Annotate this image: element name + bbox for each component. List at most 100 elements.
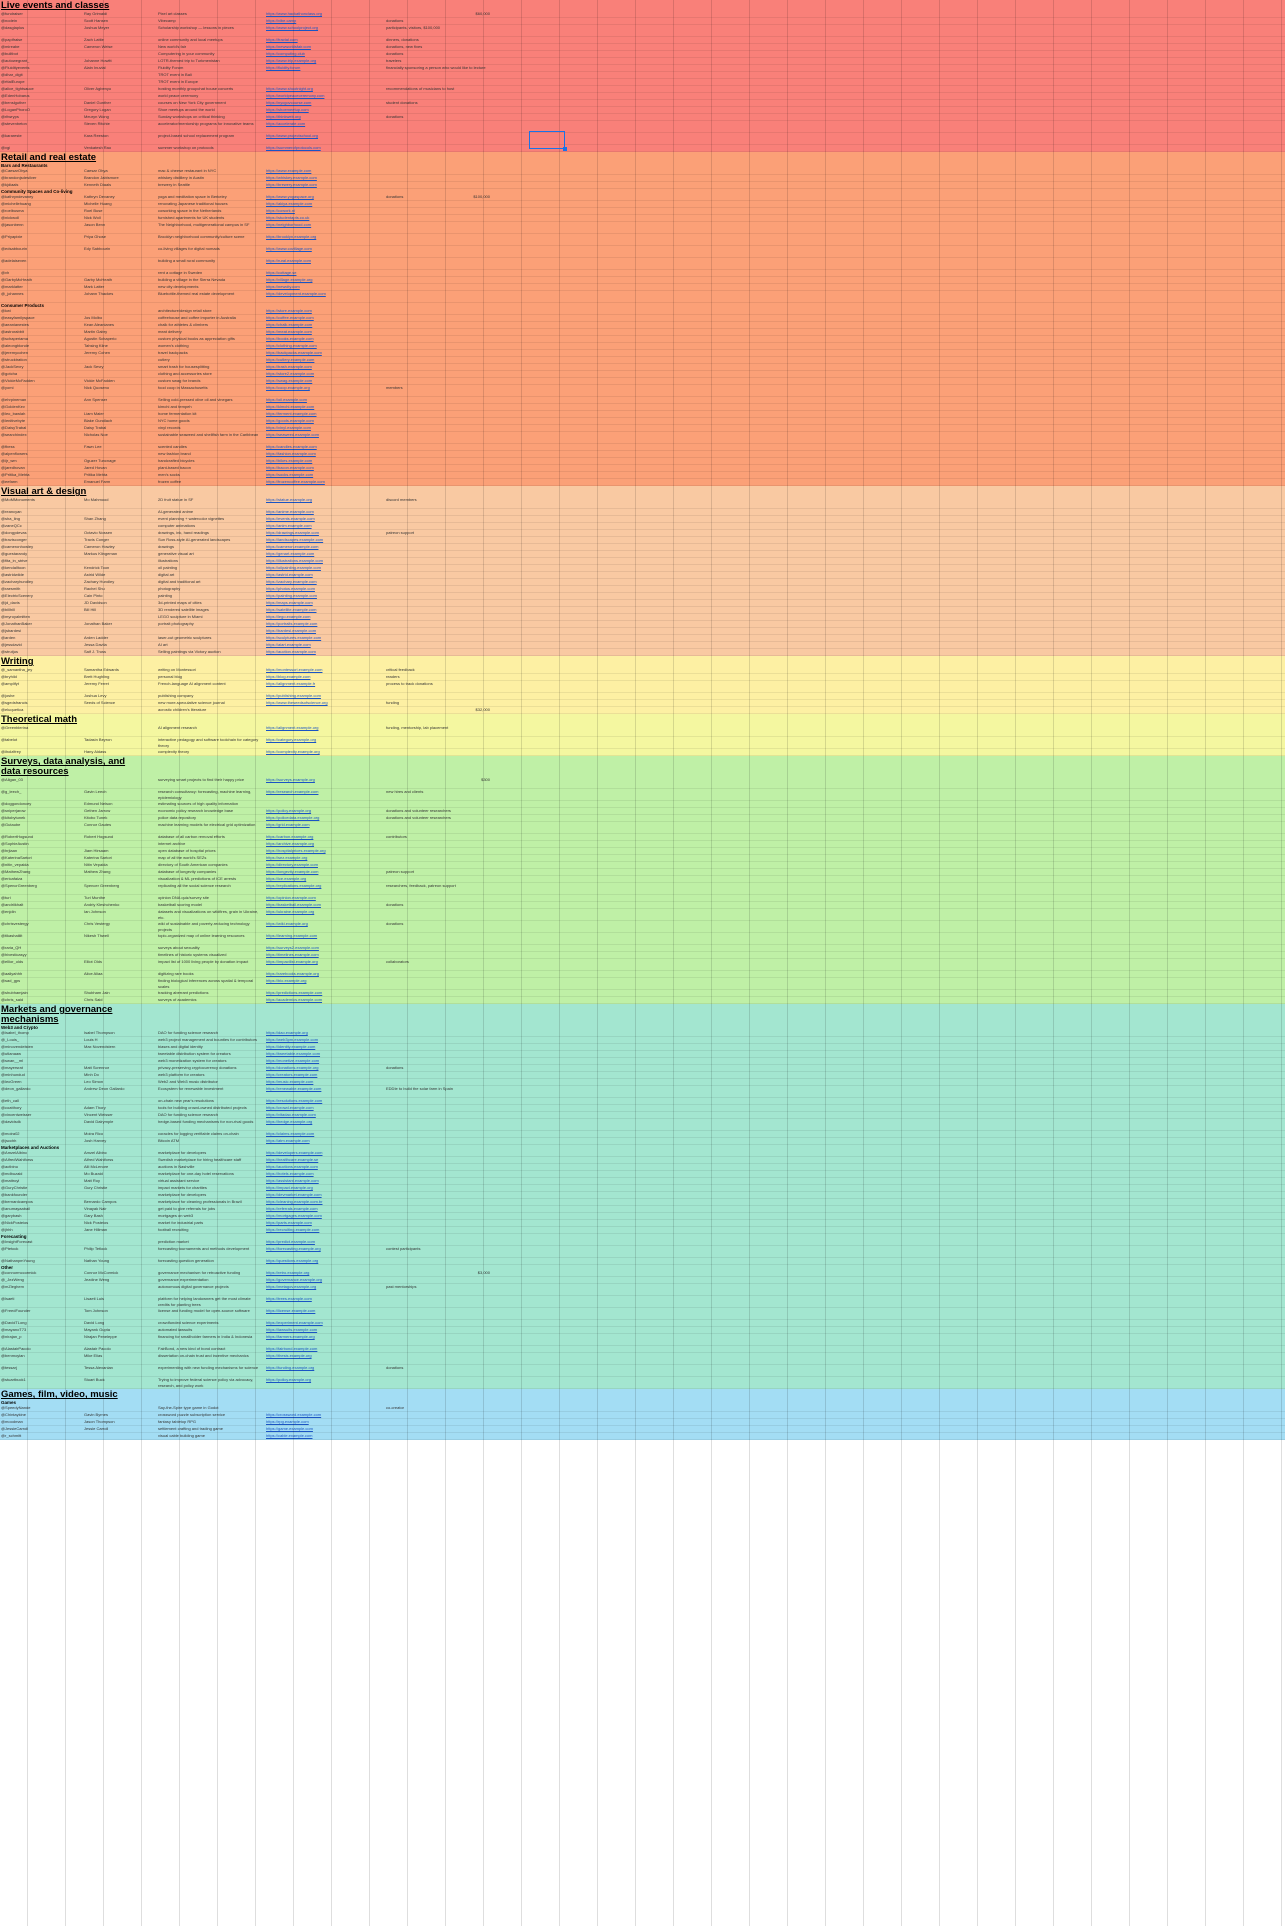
link-cell[interactable]: https://longevity.example.com — [266, 869, 319, 874]
link-cell[interactable]: https://bardesi.example.com — [266, 628, 317, 633]
link-cell[interactable]: https://oilpainting.example.com — [266, 565, 321, 570]
link-cell[interactable]: https://auction.example.com — [266, 649, 316, 654]
link-cell[interactable]: https://atm.example.com — [266, 1138, 310, 1143]
link-cell[interactable]: https://events.example.com — [266, 516, 315, 521]
link-cell[interactable]: https://trees.example.com — [266, 1296, 312, 1301]
link-cell[interactable]: https://cleaning.example.com.br — [266, 1199, 323, 1204]
link-cell[interactable]: https://grid.example.com — [266, 822, 310, 827]
link-cell[interactable]: https://donations.example.org — [266, 1065, 319, 1070]
link-cell[interactable]: https://books.example.com — [266, 336, 314, 341]
link-cell[interactable]: https://healthcare.example.se — [266, 1157, 319, 1162]
link-cell[interactable]: https://experiment.example.com — [266, 1320, 323, 1325]
link-cell[interactable]: https://complexity.example.org — [266, 749, 320, 754]
link-cell[interactable]: https://category.example.org — [266, 737, 317, 742]
link-cell[interactable]: https://newcity.com — [266, 284, 300, 289]
link-cell[interactable]: https://creators.example.com — [266, 1072, 318, 1077]
link-cell[interactable]: https://bikes.example.com — [266, 458, 313, 463]
link-cell[interactable]: https://archive.example.org — [266, 841, 315, 846]
link-cell[interactable]: https://renewable.example.com — [266, 1086, 322, 1091]
link-cell[interactable]: https://genart.example.com — [266, 551, 315, 556]
link-cell[interactable]: https://goods.example.com — [266, 418, 314, 423]
link-cell[interactable]: https://timelines.example.com — [266, 952, 319, 957]
link-cell[interactable]: https://chalk.example.com — [266, 322, 313, 327]
link-cell[interactable]: https://cowork.nl — [266, 208, 295, 213]
link-cell[interactable]: https://hotels.example.com — [266, 1171, 314, 1176]
link-cell[interactable]: https://anime.example.com — [266, 509, 314, 514]
link-cell[interactable]: https://dao.example.org — [266, 1030, 308, 1035]
link-cell[interactable]: https://statue.example.org — [266, 497, 313, 502]
link-cell[interactable]: https://anim.example.com — [266, 523, 312, 528]
link-cell[interactable]: https://drawings.example.com — [266, 530, 319, 535]
link-cell[interactable]: https://www.trip.example.org — [266, 58, 317, 63]
link-cell[interactable]: https://www.yogaspace.org — [266, 194, 314, 199]
link-cell[interactable]: https://ferment.example.com — [266, 411, 317, 416]
link-cell[interactable]: https://devmarket.example.com — [266, 1192, 322, 1197]
link-cell[interactable]: https://bio.example.org — [266, 978, 307, 983]
link-cell[interactable]: https://nycgovcourse.com — [266, 100, 312, 105]
link-cell[interactable]: https://store.example.com — [266, 308, 312, 313]
link-cell[interactable]: https://fractal.com — [266, 37, 298, 42]
link-cell[interactable]: https://akiya.example.com — [266, 201, 313, 206]
link-cell[interactable]: https://accelerate.com — [266, 121, 306, 126]
link-cell[interactable]: https://www.theseedsofscience.org — [266, 700, 328, 705]
link-cell[interactable]: https://research.example.com — [266, 789, 319, 794]
link-cell[interactable]: https://kimchi.example.com — [266, 404, 315, 409]
link-cell[interactable]: https://ice.example.org — [266, 876, 307, 881]
link-cell[interactable]: https://store2.example.com — [266, 371, 315, 376]
link-cell[interactable]: https://www.example.com — [266, 168, 312, 173]
link-cell[interactable]: https://developers.example.com — [266, 1150, 323, 1155]
link-cell[interactable]: https://zachary.example.com — [266, 579, 317, 584]
link-cell[interactable]: https://license.example.com — [266, 1308, 316, 1313]
link-cell[interactable]: https://predict.example.com — [266, 1239, 315, 1244]
link-cell[interactable]: https://impactlist.example.org — [266, 959, 318, 964]
link-cell[interactable]: https://opinion.example.com — [266, 895, 316, 900]
link-cell[interactable]: https://development.example.com — [266, 291, 326, 296]
link-cell[interactable]: https://basketball.example.com — [266, 902, 321, 907]
link-cell[interactable]: https://parts.example.com — [266, 1220, 312, 1225]
link-cell[interactable]: https://monetize.example.com — [266, 1058, 320, 1063]
link-cell[interactable]: https://alignment.example.fr — [266, 681, 316, 686]
link-cell[interactable]: https://shoemeetup.com — [266, 107, 309, 112]
link-cell[interactable]: https://www.projectschool.org — [266, 133, 319, 138]
link-cell[interactable]: https://meat.example.com — [266, 329, 312, 334]
link-cell[interactable]: https://assistant.example.com — [266, 1178, 319, 1183]
link-cell[interactable]: https://satellite.example.com — [266, 607, 317, 612]
link-cell[interactable]: https://clothing.example.com — [266, 343, 317, 348]
link-cell[interactable]: https://www.shootnight.org — [266, 86, 313, 91]
link-cell[interactable]: https://policedata.example.org — [266, 815, 320, 820]
link-cell[interactable]: https://replications.example.org — [266, 883, 322, 888]
link-cell[interactable]: https://thesis.example.org — [266, 1353, 312, 1358]
link-cell[interactable]: https://portraits.example.com — [266, 621, 318, 626]
link-cell[interactable]: https://www.hackathonclass.org — [266, 11, 323, 16]
link-cell[interactable]: https://retro.example.org — [266, 1270, 310, 1275]
link-cell[interactable]: https://surveys.example.org — [266, 777, 315, 782]
link-cell[interactable]: https://maps.example.com — [266, 600, 313, 605]
link-cell[interactable]: https://policy.example.org — [266, 1377, 312, 1382]
link-cell[interactable]: https://governance.example.org — [266, 1277, 323, 1282]
link-cell[interactable]: https://hedge.example.org — [266, 1119, 313, 1124]
link-cell[interactable]: https://fashion.example.com — [266, 451, 316, 456]
link-cell[interactable]: https://oil.example.com — [266, 397, 307, 402]
link-cell[interactable]: https://crossword.example.com — [266, 1412, 322, 1417]
link-cell[interactable]: https://bacon.example.com — [266, 465, 314, 470]
link-cell[interactable]: https://blog.example.com — [266, 674, 311, 679]
link-cell[interactable]: https://fairbond.example.com — [266, 1346, 318, 1351]
link-cell[interactable]: https://thinkweb.org — [266, 114, 301, 119]
link-cell[interactable]: https://landscapes.example.com — [266, 537, 324, 542]
link-cell[interactable]: https://socks.example.com — [266, 472, 314, 477]
link-cell[interactable]: https://predictions.example.com — [266, 990, 323, 995]
link-cell[interactable]: https://coop.example.org — [266, 385, 310, 390]
link-cell[interactable]: https://fluidity.forum — [266, 65, 301, 70]
link-cell[interactable]: https://policy.example.org — [266, 808, 312, 813]
link-cell[interactable]: https://rural.example.com — [266, 258, 311, 263]
link-cell[interactable]: https://summerofprotocols.com — [266, 145, 321, 150]
link-cell[interactable]: https://auctions.example.com — [266, 1164, 318, 1169]
link-cell[interactable]: https://sez.example.org — [266, 855, 308, 860]
link-cell[interactable]: https://cottage.se — [266, 270, 297, 275]
link-cell[interactable]: https://montessori.example.com — [266, 667, 323, 672]
link-cell[interactable]: https://frozencoffee.example.com — [266, 479, 325, 484]
link-cell[interactable]: https://hospitalprices.example.org — [266, 848, 326, 853]
link-cell[interactable]: https://rarebooks.example.org — [266, 971, 319, 976]
link-cell[interactable]: https://candles.example.com — [266, 444, 317, 449]
link-cell[interactable]: https://www.schoolproject.org — [266, 25, 319, 30]
